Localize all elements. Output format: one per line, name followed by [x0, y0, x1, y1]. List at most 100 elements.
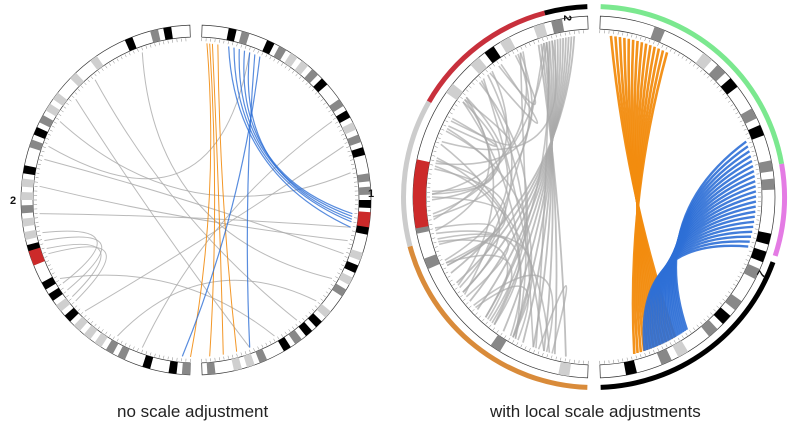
tick: [537, 351, 540, 355]
tick: [97, 70, 101, 74]
right-link-gray: [469, 37, 567, 302]
tick: [445, 120, 449, 123]
tick: [727, 291, 731, 294]
tick: [53, 121, 57, 124]
tick: [227, 41, 229, 45]
band: [23, 229, 38, 240]
right-link-gray: [457, 96, 495, 286]
tick: [472, 309, 475, 312]
tick: [232, 42, 234, 46]
tick: [661, 44, 664, 48]
tick: [457, 291, 461, 294]
tick: [713, 82, 716, 85]
right-link-gray: [450, 36, 576, 274]
tick: [244, 45, 247, 49]
tick: [689, 330, 692, 333]
right-link-gray: [463, 42, 545, 295]
tick: [341, 264, 345, 267]
tick: [555, 34, 557, 38]
right-link-gray: [493, 39, 559, 326]
tick: [37, 163, 41, 165]
band: [41, 276, 56, 290]
band: [713, 307, 731, 325]
tick: [281, 334, 283, 337]
tick: [669, 342, 672, 346]
tick: [58, 284, 62, 287]
left-link-blue: [233, 47, 352, 223]
tick: [722, 93, 726, 96]
tick: [323, 102, 326, 105]
tick: [58, 113, 62, 116]
tick: [68, 298, 72, 301]
tick: [154, 43, 156, 47]
tick: [124, 342, 127, 346]
left-link-blue: [228, 46, 351, 228]
tick: [112, 336, 115, 340]
band: [29, 139, 44, 151]
tick: [42, 146, 46, 148]
tick: [465, 302, 469, 305]
tick: [564, 32, 566, 36]
tick: [432, 155, 436, 157]
right-link-gray: [462, 101, 522, 339]
tick: [520, 344, 523, 348]
band: [338, 272, 353, 285]
tick: [692, 327, 696, 331]
tick: [311, 88, 315, 92]
tick: [320, 298, 324, 301]
band: [342, 122, 357, 135]
tick: [551, 355, 553, 359]
tick: [462, 298, 466, 301]
left-link-gray: [46, 243, 102, 298]
tick: [305, 315, 308, 318]
tick: [320, 99, 324, 102]
tick: [77, 308, 81, 312]
right-outer-ring-segment: [600, 261, 776, 390]
tick: [347, 150, 351, 153]
left-caption: no scale adjustment: [117, 402, 269, 421]
band: [316, 303, 331, 318]
tick: [443, 124, 447, 127]
left-ideogram-chr1-outline: [201, 24, 372, 376]
tick: [227, 355, 229, 359]
band: [23, 165, 37, 176]
left-ideogram-chr1: [201, 24, 372, 376]
tick: [700, 321, 703, 325]
band: [277, 337, 291, 352]
right-link-gray: [448, 117, 498, 147]
tick: [504, 55, 507, 59]
tick: [719, 89, 723, 92]
band: [307, 313, 322, 328]
tick: [46, 260, 50, 262]
right-link-orange: [631, 52, 669, 354]
right-link-gray: [537, 284, 568, 354]
band: [761, 178, 775, 191]
tick: [631, 356, 633, 360]
tick: [542, 38, 544, 42]
band: [226, 28, 237, 42]
tick: [520, 46, 523, 50]
tick: [635, 355, 637, 359]
tick: [754, 164, 758, 166]
tick: [328, 287, 332, 290]
tick: [730, 287, 734, 290]
right-link-gray: [502, 39, 557, 332]
band: [695, 52, 713, 70]
left-link-gray: [59, 121, 351, 197]
band: [332, 283, 347, 297]
tick: [74, 92, 78, 95]
tick: [257, 50, 259, 54]
tick: [555, 356, 557, 360]
right-link-gray: [476, 37, 564, 311]
tick: [288, 329, 291, 332]
tick: [735, 279, 739, 282]
tick: [727, 100, 731, 103]
tick: [677, 53, 680, 57]
tick: [537, 39, 540, 43]
tick: [265, 342, 268, 346]
tick: [77, 88, 81, 92]
left-link-gray: [39, 213, 351, 228]
tick: [314, 92, 318, 95]
band: [181, 362, 191, 375]
tick: [236, 43, 238, 47]
